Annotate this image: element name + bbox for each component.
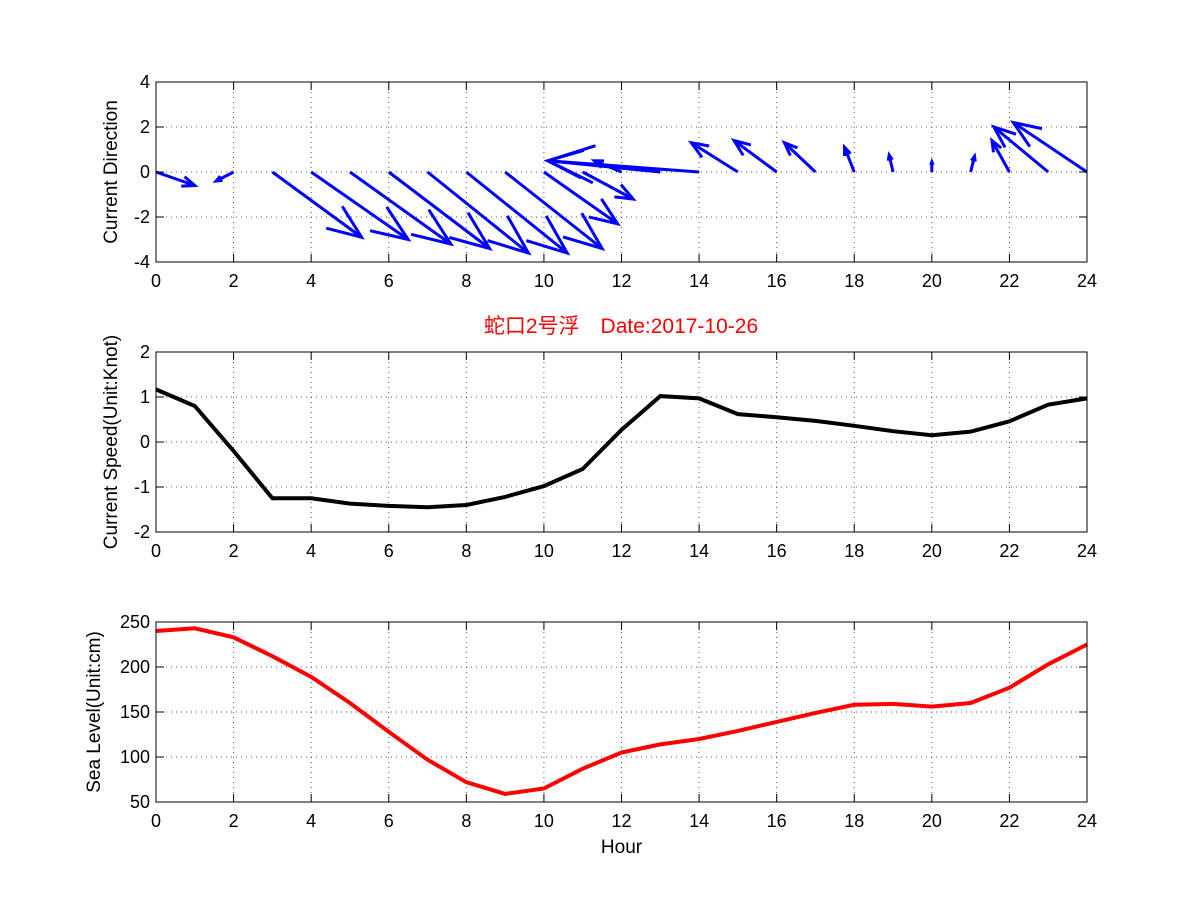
direction-arrow <box>349 170 455 247</box>
x-tick-label: 24 <box>1077 541 1097 561</box>
y-axis-label: Current Direction <box>101 100 122 244</box>
x-tick-label: 18 <box>844 541 864 561</box>
direction-arrow <box>582 170 637 201</box>
x-tick-label: 10 <box>534 811 554 831</box>
y-tick-label: 0 <box>140 432 150 452</box>
x-tick-label: 0 <box>151 811 161 831</box>
y-tick-label: 200 <box>120 657 150 677</box>
x-tick-label: 0 <box>151 271 161 291</box>
direction-arrow <box>387 170 493 251</box>
x-tick-label: 18 <box>844 271 864 291</box>
x-tick-label: 22 <box>999 271 1019 291</box>
x-tick-label: 2 <box>229 811 239 831</box>
x-tick-label: 8 <box>461 541 471 561</box>
direction-arrow <box>271 170 365 240</box>
direction-arrow <box>504 170 606 252</box>
x-tick-label: 20 <box>922 811 942 831</box>
x-tick-label: 8 <box>461 271 471 291</box>
x-tick-label: 12 <box>611 811 631 831</box>
y-tick-label: 150 <box>120 702 150 722</box>
y-tick-label: -4 <box>134 252 150 272</box>
y-tick-label: 1 <box>140 387 150 407</box>
direction-arrow <box>465 170 571 256</box>
x-tick-label: 4 <box>306 271 316 291</box>
direction-arrow <box>687 140 739 174</box>
direction-arrow <box>929 157 935 172</box>
x-tick-label: 6 <box>384 811 394 831</box>
x-tick-label: 22 <box>999 541 1019 561</box>
y-axis-label: Current Speed(Unit:Knot) <box>101 335 122 549</box>
y-axis-label: Sea Level(Unit:cm) <box>84 631 105 793</box>
direction-arrow <box>781 139 817 174</box>
x-tick-label: 6 <box>384 541 394 561</box>
x-tick-label: 12 <box>611 271 631 291</box>
x-tick-label: 2 <box>229 271 239 291</box>
y-tick-label: -1 <box>134 477 150 497</box>
direction-arrow <box>155 170 199 188</box>
x-tick-label: 24 <box>1077 811 1097 831</box>
direction-arrow <box>1009 120 1088 174</box>
direction-arrow <box>543 144 700 185</box>
x-tick-label: 4 <box>306 811 316 831</box>
y-tick-label: 2 <box>140 342 150 362</box>
direction-arrow <box>543 170 621 227</box>
direction-arrow <box>310 170 412 242</box>
y-tick-label: 4 <box>140 72 150 92</box>
y-tick-label: 250 <box>120 612 150 632</box>
direction-arrow <box>212 170 235 183</box>
x-tick-label: 20 <box>922 541 942 561</box>
x-tick-label: 18 <box>844 811 864 831</box>
x-tick-label: 14 <box>689 541 709 561</box>
x-axis-label: Hour <box>601 837 643 858</box>
direction-arrow <box>426 170 532 256</box>
y-tick-label: -2 <box>134 522 150 542</box>
chart-title: 蛇口2号浮 Date:2017-10-26 <box>484 315 758 338</box>
y-tick-label: 50 <box>130 792 150 812</box>
direction-arrow <box>990 124 1050 174</box>
x-tick-label: 8 <box>461 811 471 831</box>
x-tick-label: 10 <box>534 271 554 291</box>
direction-arrow <box>969 152 977 173</box>
x-tick-label: 16 <box>767 811 787 831</box>
x-tick-label: 16 <box>767 271 787 291</box>
y-tick-label: 0 <box>140 162 150 182</box>
y-tick-label: 2 <box>140 117 150 137</box>
x-tick-label: 4 <box>306 541 316 561</box>
direction-arrow <box>842 143 856 173</box>
x-tick-label: 2 <box>229 541 239 561</box>
x-tick-label: 12 <box>611 541 631 561</box>
direction-arrow <box>990 136 1011 173</box>
x-tick-label: 10 <box>534 541 554 561</box>
y-tick-label: -2 <box>134 207 150 227</box>
x-tick-label: 22 <box>999 811 1019 831</box>
direction-arrow <box>886 151 895 173</box>
direction-arrow <box>730 138 778 174</box>
x-tick-label: 24 <box>1077 271 1097 291</box>
x-tick-label: 16 <box>767 541 787 561</box>
y-tick-label: 100 <box>120 747 150 767</box>
x-tick-label: 14 <box>689 271 709 291</box>
x-tick-label: 20 <box>922 271 942 291</box>
x-tick-label: 6 <box>384 271 394 291</box>
x-tick-label: 0 <box>151 541 161 561</box>
x-tick-label: 14 <box>689 811 709 831</box>
